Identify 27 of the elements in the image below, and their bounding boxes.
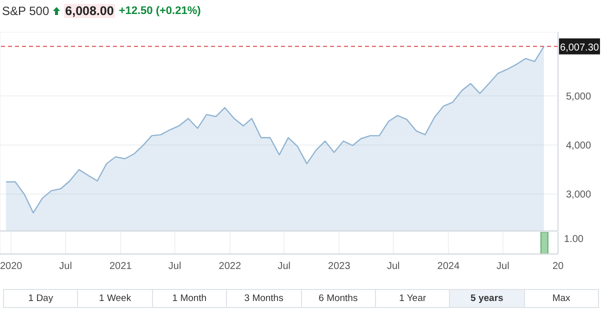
y-tick-label: 5,000 xyxy=(566,91,592,102)
text: 5 years xyxy=(449,290,524,307)
text: 1 Month xyxy=(152,290,226,307)
x-tick-label: 2021 xyxy=(110,261,132,272)
text: Max xyxy=(524,290,598,307)
chart-title: S&P 500 xyxy=(2,4,50,18)
text: 1 Day xyxy=(4,290,78,307)
x-tick-label: 2020 xyxy=(0,261,23,272)
x-tick-label: 20 xyxy=(552,261,564,272)
x-tick-label: 2022 xyxy=(218,261,242,272)
x-tick-label: 2023 xyxy=(328,261,351,272)
text: 1 Year xyxy=(374,290,450,307)
x-tick-label: 2024 xyxy=(437,261,460,272)
x-tick-label: Jul xyxy=(168,261,182,272)
text: 3 Months xyxy=(226,290,300,307)
y-tick-label: 4,000 xyxy=(566,140,592,152)
x-tick-label: Jul xyxy=(496,261,510,272)
x-tick-label: Jul xyxy=(59,261,72,272)
text: 6 Months xyxy=(300,290,375,307)
x-tick-label: Jul xyxy=(386,261,400,272)
text: +12.50 (+0.21%) xyxy=(118,5,201,17)
text: 1.00 xyxy=(564,234,584,245)
x-tick-label: Jul xyxy=(278,261,290,272)
chart-subtitle: 6,008.00 xyxy=(64,4,115,18)
y-tick-label: 3,000 xyxy=(566,190,592,201)
text: 1 Week xyxy=(77,290,152,307)
ref-line-label: 6,007.30 xyxy=(560,42,600,54)
